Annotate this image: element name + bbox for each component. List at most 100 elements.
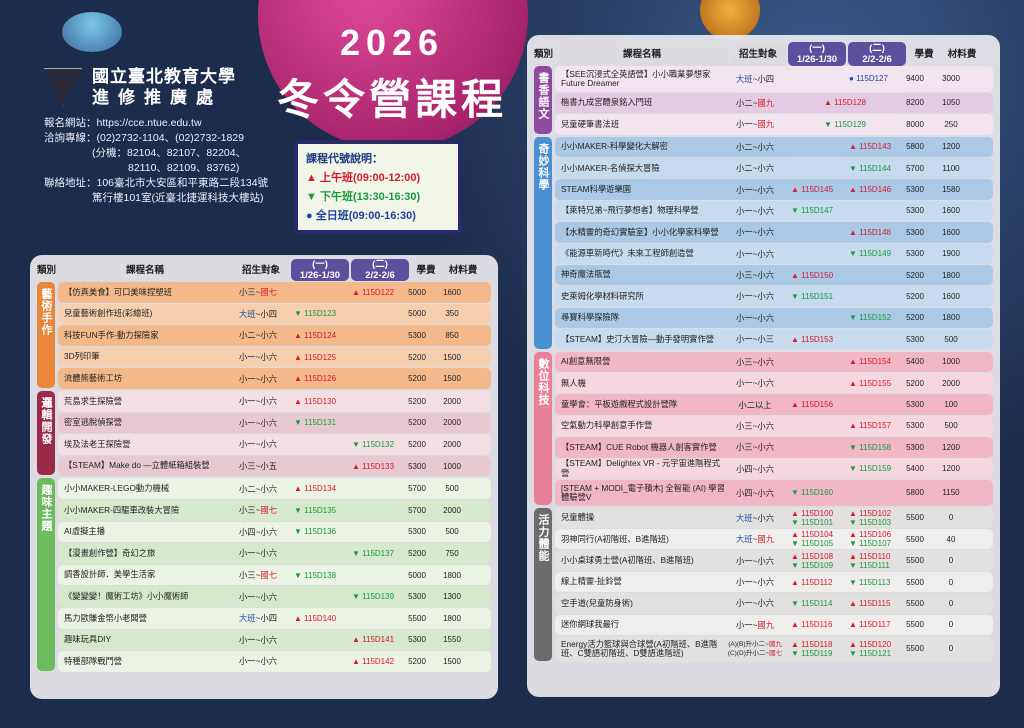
session-codes: ▼ 115D123 <box>294 309 336 318</box>
course-name: 史萊姆化學材料研究所 <box>561 290 644 301</box>
material-fee: 0 <box>948 598 954 608</box>
course-code-text: 115D104 <box>801 530 834 540</box>
course-row[interactable]: 【漫畫創作營】奇幻之旅 小一~小六 ▼ 115D137 5200 750 <box>58 543 491 564</box>
material-fee: 1800 <box>443 613 461 623</box>
course-row[interactable]: 無人機 小一~小六 ▲ 115D155 5200 2000 <box>555 372 993 394</box>
course-row[interactable]: AI虛擬主播 小四~小六 ▼ 115D136 5300 500 <box>58 521 491 543</box>
course-code-text: 115D107 <box>859 539 892 549</box>
course-code: ▼ 115D144 <box>849 164 891 173</box>
session-2-cell <box>344 413 402 434</box>
target-part: 國九 <box>757 97 775 108</box>
session-1-cell: ▲ 115D126 <box>286 368 344 389</box>
course-row[interactable]: 【仿真美食】可口美味捏塑班 小三~ 國七 ▲ 115D122 5000 1600 <box>58 282 491 303</box>
material-fee: 1500 <box>443 352 461 362</box>
course-row[interactable]: 【SEE沉浸式全英語營】小小職業夢想家Future Dreamer 大班 ~小四 ● … <box>555 66 993 92</box>
course-code-text: 115D110 <box>859 551 891 561</box>
website[interactable]: 報名網站：https://cce.ntue.edu.tw <box>44 117 202 129</box>
course-row[interactable]: 馬力歐賺金幣小老闆營 大班 ~小四 ▲ 115D140 5500 1800 <box>58 607 491 629</box>
course-row[interactable]: 小小MAKER-LEGO動力機械 小二~小六 ▲ 115D134 5700 500 <box>58 478 491 499</box>
tuition-fee: 5200 <box>408 352 426 362</box>
triangle-up-icon: ▲ <box>791 639 802 649</box>
dot-icon: ● <box>849 74 857 84</box>
category-group: 數位科技 AI創意無限營 小三~小六 ▲ 115D154 5400 1000 無人機 小一~小… <box>534 351 993 507</box>
session-1-cell <box>783 308 841 328</box>
course-row[interactable]: 特種部隊戰鬥營 小一~小六 ▲ 115D142 5200 1500 <box>58 651 491 672</box>
course-row[interactable]: 楷書九成宮醴泉銘入門班 小二~ 國九 ▲ 115D128 8200 1050 <box>555 92 993 114</box>
course-row[interactable]: 小小桌球勇士營(A初階班、B進階班) 小一~小六 ▲ 115D108 ▼ 115D10… <box>555 550 993 571</box>
course-row[interactable]: 調香設計師．美學生活家 小三~ 國七 ▼ 115D138 5000 1800 <box>58 564 491 586</box>
course-row[interactable]: 空手道(兒童防身術) 小一~小六 ▼ 115D114 ▲ 115D115 5500 0 <box>555 593 993 614</box>
course-row[interactable]: 迷你網球我最行 小一~ 國九 ▲ 115D116 ▲ 115D117 5500 0 <box>555 614 993 636</box>
course-row[interactable]: 【STEAM】CUE Robot 機器人創客實作營 小三~小六 ▼ 115D158 5… <box>555 437 993 458</box>
course-code-text: 115D150 <box>801 270 834 280</box>
triangle-down-icon: ▼ <box>849 442 860 452</box>
course-row[interactable]: 兒童硬筆書法班 小一~ 國九 ▼ 115D129 8000 250 <box>555 114 993 135</box>
course-row[interactable]: 科技FUN手作-動力探險家 小二~小六 ▲ 115D124 5300 850 <box>58 325 491 346</box>
material-fee: 1200 <box>942 464 960 474</box>
session-2-cell: ▲ 115D142 <box>344 651 402 672</box>
course-code: ▼ 115D158 <box>849 443 891 452</box>
session-2-cell <box>841 480 899 506</box>
legend-pm: ▼ 下午班(13:30-16:30) <box>306 191 421 203</box>
target-part: ~小四 <box>752 73 775 84</box>
tuition-fee: 5400 <box>906 464 924 474</box>
course-row[interactable]: 【STEAM】Make do —立體紙箱組裝營 小三~小五 ▲ 115D133 530… <box>58 455 491 477</box>
course-row[interactable]: 《變變變！魔術工坊》小小魔術師 小一~小六 ▼ 115D139 5300 1300 <box>58 586 491 607</box>
course-row[interactable]: 羽神同行(A初階班、B進階班) 大班 ~ 國九 ▲ 115D104 ▼ 115D105 ▲ … <box>555 529 993 550</box>
tuition-fee: 5500 <box>906 534 924 544</box>
course-code-text: 115D142 <box>362 656 395 666</box>
enrollment-target: 小三~小六 <box>727 416 783 436</box>
course-row[interactable]: 線上精靈-扯鈴營 小一~小六 ▲ 115D112 ▼ 115D113 5500 0 <box>555 571 993 593</box>
course-row[interactable]: 【水精靈的奇幻實驗室】小小化學家科學營 小一~小六 ▲ 115D148 5300 160… <box>555 222 993 243</box>
course-code: ▼ 115D136 <box>294 527 336 536</box>
category-rows: 兒童體操 大班 ~小六 ▲ 115D100 ▼ 115D101 ▲ 115D102 ▼ 11… <box>555 507 993 663</box>
course-row[interactable]: 尋寶科學探險隊 小一~小六 ▼ 115D152 5200 1800 <box>555 307 993 329</box>
course-row[interactable]: 小小MAKER-四驅車改裝大冒險 小三~ 國七 ▼ 115D135 5700 2000 <box>58 499 491 521</box>
target-part: 國九 <box>768 640 782 648</box>
material-fee: 0 <box>948 513 954 523</box>
course-row[interactable]: 神奇魔法瓶營 小三~小六 ▲ 115D150 5200 1800 <box>555 264 993 286</box>
course-name: 空氣動力科學創意手作營 <box>561 420 653 431</box>
course-row[interactable]: 小小MAKER-名偵探大冒險 小二~小六 ▼ 115D144 5700 1100 <box>555 157 993 179</box>
category-group: 藝術手作 【仿真美食】可口美味捏塑班 小三~ 國七 ▲ 115D122 5000 1600 兒… <box>37 282 491 390</box>
course-code: ▼ 115D139 <box>352 592 394 601</box>
course-row[interactable]: 《能源車新時代》未來工程師創造營 小一~小六 ▼ 115D149 5300 1900 <box>555 243 993 264</box>
course-row[interactable]: [STEAM + MODI_電子積木] 全智能 (AI) 學習體驗營V 小四~小六… <box>555 479 993 506</box>
course-name: 小小MAKER-四驅車改裝大冒險 <box>64 504 180 515</box>
course-name: STEAM科學遊樂園 <box>561 183 632 194</box>
course-row[interactable]: 【STEAM】史汀大冒險—動手發明實作營 小一~小三 ▲ 115D153 5300 50… <box>555 329 993 350</box>
course-name: 【STEAM】Make do —立體紙箱組裝營 <box>64 460 210 471</box>
course-row[interactable]: STEAM科學遊樂園 小一~小六 ▲ 115D145 ▲ 115D146 5300 158… <box>555 179 993 200</box>
course-row[interactable]: 小小MAKER-科學變化大解密 小二~小六 ▲ 115D143 5800 1200 <box>555 136 993 157</box>
course-row[interactable]: 兒童藝術創作班(彩繪班) 大班 ~小四 ▼ 115D123 5000 350 <box>58 303 491 325</box>
course-code-text: 115D152 <box>859 313 892 323</box>
course-row[interactable]: Energy活力籃球與合球營(A初階班、B進階班、C雙語初階班、D雙語進階班) (… <box>555 636 993 662</box>
enrollment-target: 小一~小六 <box>727 572 783 592</box>
course-row[interactable]: 兒童體操 大班 ~小六 ▲ 115D100 ▼ 115D101 ▲ 115D102 ▼ 11… <box>555 507 993 529</box>
course-row[interactable]: 密室逃脫偵探營 小一~小六 ▼ 115D131 5200 2000 <box>58 412 491 434</box>
course-code: ▼ 115D159 <box>849 464 891 473</box>
course-row[interactable]: 荒島求生探險營 小一~小六 ▲ 115D130 5200 2000 <box>58 391 491 412</box>
tuition-fee: 8000 <box>906 119 924 129</box>
course-row[interactable]: 流體熊藝術工坊 小一~小六 ▲ 115D126 5200 1500 <box>58 368 491 389</box>
course-row[interactable]: 埃及法老王探險營 小一~小六 ▼ 115D132 5200 2000 <box>58 434 491 455</box>
triangle-down-icon: ▼ <box>791 560 802 570</box>
course-row[interactable]: 趣味玩具DIY 小一~小六 ▲ 115D141 5300 1550 <box>58 629 491 651</box>
course-row[interactable]: 3D列印筆 小一~小六 ▲ 115D125 5200 1500 <box>58 346 491 368</box>
triangle-up-icon: ▲ <box>352 656 363 666</box>
course-row[interactable]: 史萊姆化學材料研究所 小一~小六 ▼ 115D151 5200 1600 <box>555 286 993 307</box>
session-2-cell: ▲ 115D148 <box>841 222 899 242</box>
course-row[interactable]: 【萊特兄弟~飛行夢想者】物理科學營 小一~小六 ▼ 115D147 5300 1600 <box>555 200 993 222</box>
course-code: ▲ 115D140 <box>294 614 336 623</box>
material-fee: 1900 <box>942 249 960 259</box>
course-name: 空手道(兒童防身術) <box>561 597 633 608</box>
session-1-cell: ▼ 115D135 <box>286 500 344 521</box>
course-code: ▲ 115D115 <box>849 599 890 608</box>
enrollment-target: 小三~小六 <box>727 265 783 285</box>
course-row[interactable]: AI創意無限營 小三~小六 ▲ 115D154 5400 1000 <box>555 351 993 372</box>
target-part: 小一~小六 <box>735 598 775 609</box>
course-row[interactable]: 童學會：平板遊戲程式設計營隊 小二以上 ▲ 115D156 5300 100 <box>555 394 993 415</box>
course-row[interactable]: 空氣動力科學創意手作營 小三~小六 ▲ 115D157 5300 500 <box>555 415 993 437</box>
header-fee: 學費 <box>914 48 934 60</box>
course-row[interactable]: 【STEAM】Delightex VR - 元宇宙進階程式營 小四~小六 ▼ 115… <box>555 458 993 479</box>
